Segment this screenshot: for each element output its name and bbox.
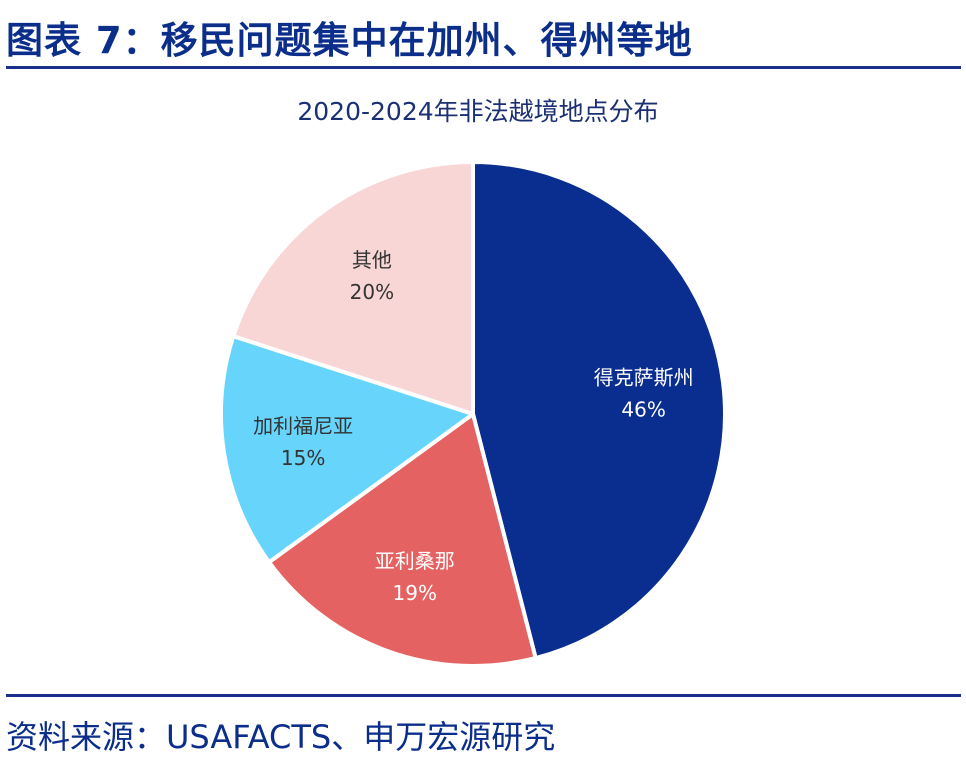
pie-slice-2 — [219, 334, 475, 565]
slice-label-0: 得克萨斯州 — [594, 365, 694, 389]
figure-header: 图表 7：移民问题集中在加州、得州等地 — [0, 0, 966, 72]
top-divider — [6, 66, 961, 69]
pie-slices — [219, 160, 727, 668]
chart-title: 2020-2024年非法越境地点分布 — [297, 97, 658, 126]
slice-label-1: 亚利桑那 — [375, 549, 455, 573]
pie-slice-0 — [471, 160, 727, 661]
slice-label-3: 其他 — [352, 248, 392, 272]
figure-title: 图表 7：移民问题集中在加州、得州等地 — [6, 19, 693, 62]
pie-slice-1 — [267, 412, 538, 668]
bottom-divider — [6, 694, 961, 697]
slice-value-0: 46% — [621, 397, 665, 421]
slice-label-2: 加利福尼亚 — [253, 414, 353, 438]
slice-value-1: 19% — [393, 581, 437, 605]
pie-labels: 得克萨斯州 46% 亚利桑那 19% 加利福尼亚 15% 其他 20% — [253, 248, 694, 605]
slice-value-3: 20% — [350, 280, 394, 304]
pie-chart: 2020-2024年非法越境地点分布 得克萨斯州 46% 亚利桑那 19% 加利福尼亚 1… — [219, 97, 727, 668]
source-note: 资料来源：USAFACTS、申万宏源研究 — [6, 718, 556, 756]
pie-slice-3 — [231, 160, 475, 416]
slice-value-2: 15% — [281, 446, 325, 470]
